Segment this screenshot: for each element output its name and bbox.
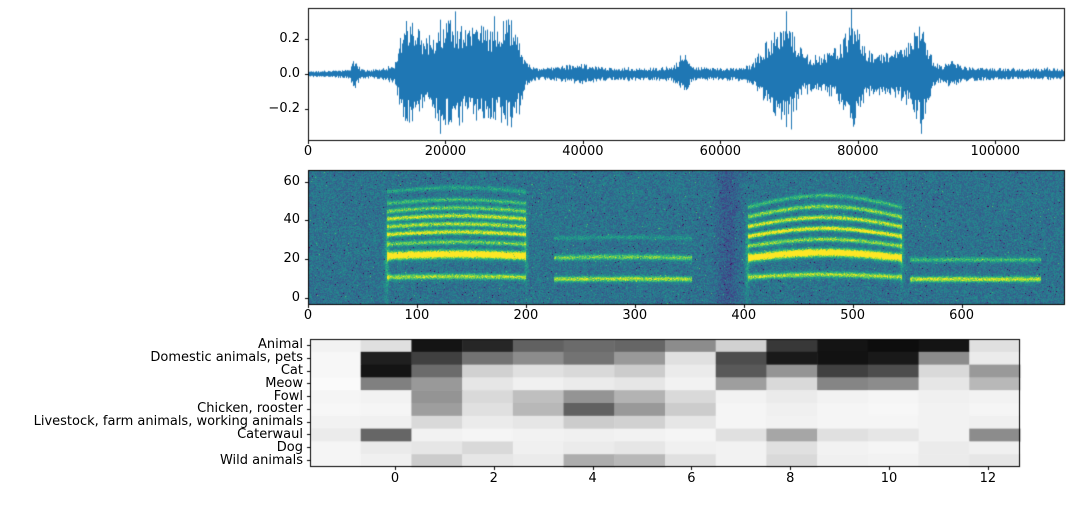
spectrogram-y-tick-label: 60	[283, 173, 300, 189]
spectrogram-y-tick-label: 20	[283, 251, 300, 267]
waveform-y-tick-label: −0.2	[268, 100, 300, 116]
heatmap-x-tick-label: 2	[489, 471, 498, 486]
spectrogram-x-tick-label: 500	[840, 308, 866, 323]
heatmap-x-tick-label: 6	[687, 471, 696, 486]
heatmap-class-label: Dog	[276, 439, 303, 455]
heatmap-class-label: Livestock, farm animals, working animals	[33, 414, 303, 430]
spectrogram-x-tick-label: 300	[622, 308, 648, 323]
heatmap-x-tick-label: 12	[979, 471, 997, 486]
heatmap-x-tick-label: 0	[390, 471, 400, 486]
spectrogram-x-tick-label: 600	[949, 308, 975, 323]
waveform-y-tick-label: 0.2	[279, 31, 300, 47]
waveform-y-tick-label: 0.0	[279, 65, 300, 81]
spectrogram-y-tick-label: 0	[291, 290, 300, 306]
heatmap-x-tick-label: 10	[880, 471, 898, 486]
heatmap-class-label: Cat	[280, 362, 303, 378]
heatmap-class-label: Animal	[258, 337, 303, 353]
spectrogram-x-tick-label: 0	[303, 308, 313, 323]
class-probability-heatmap	[300, 329, 1030, 477]
waveform-x-tick-label: 100000	[970, 144, 1021, 159]
heatmap-class-label: Fowl	[273, 388, 303, 404]
waveform-x-tick-label: 40000	[562, 144, 604, 159]
spectrogram-plot	[298, 160, 1075, 315]
waveform-plot	[298, 0, 1075, 151]
waveform-x-tick-label: 0	[303, 144, 313, 159]
heatmap-class-label: Caterwaul	[237, 426, 303, 442]
waveform-x-tick-label: 80000	[837, 144, 879, 159]
spectrogram-x-tick-label: 400	[731, 308, 757, 323]
heatmap-x-tick-label: 8	[786, 471, 795, 486]
heatmap-class-label: Domestic animals, pets	[150, 350, 303, 366]
waveform-x-tick-label: 20000	[424, 144, 467, 159]
heatmap-x-tick-label: 4	[588, 471, 597, 486]
heatmap-class-label: Meow	[265, 375, 303, 391]
spectrogram-x-tick-label: 100	[404, 308, 430, 323]
heatmap-class-label: Chicken, rooster	[197, 401, 303, 417]
spectrogram-x-tick-label: 200	[513, 308, 539, 323]
spectrogram-y-tick-label: 40	[283, 212, 300, 228]
heatmap-class-label: Wild animals	[219, 452, 303, 468]
waveform-x-tick-label: 60000	[699, 144, 742, 159]
